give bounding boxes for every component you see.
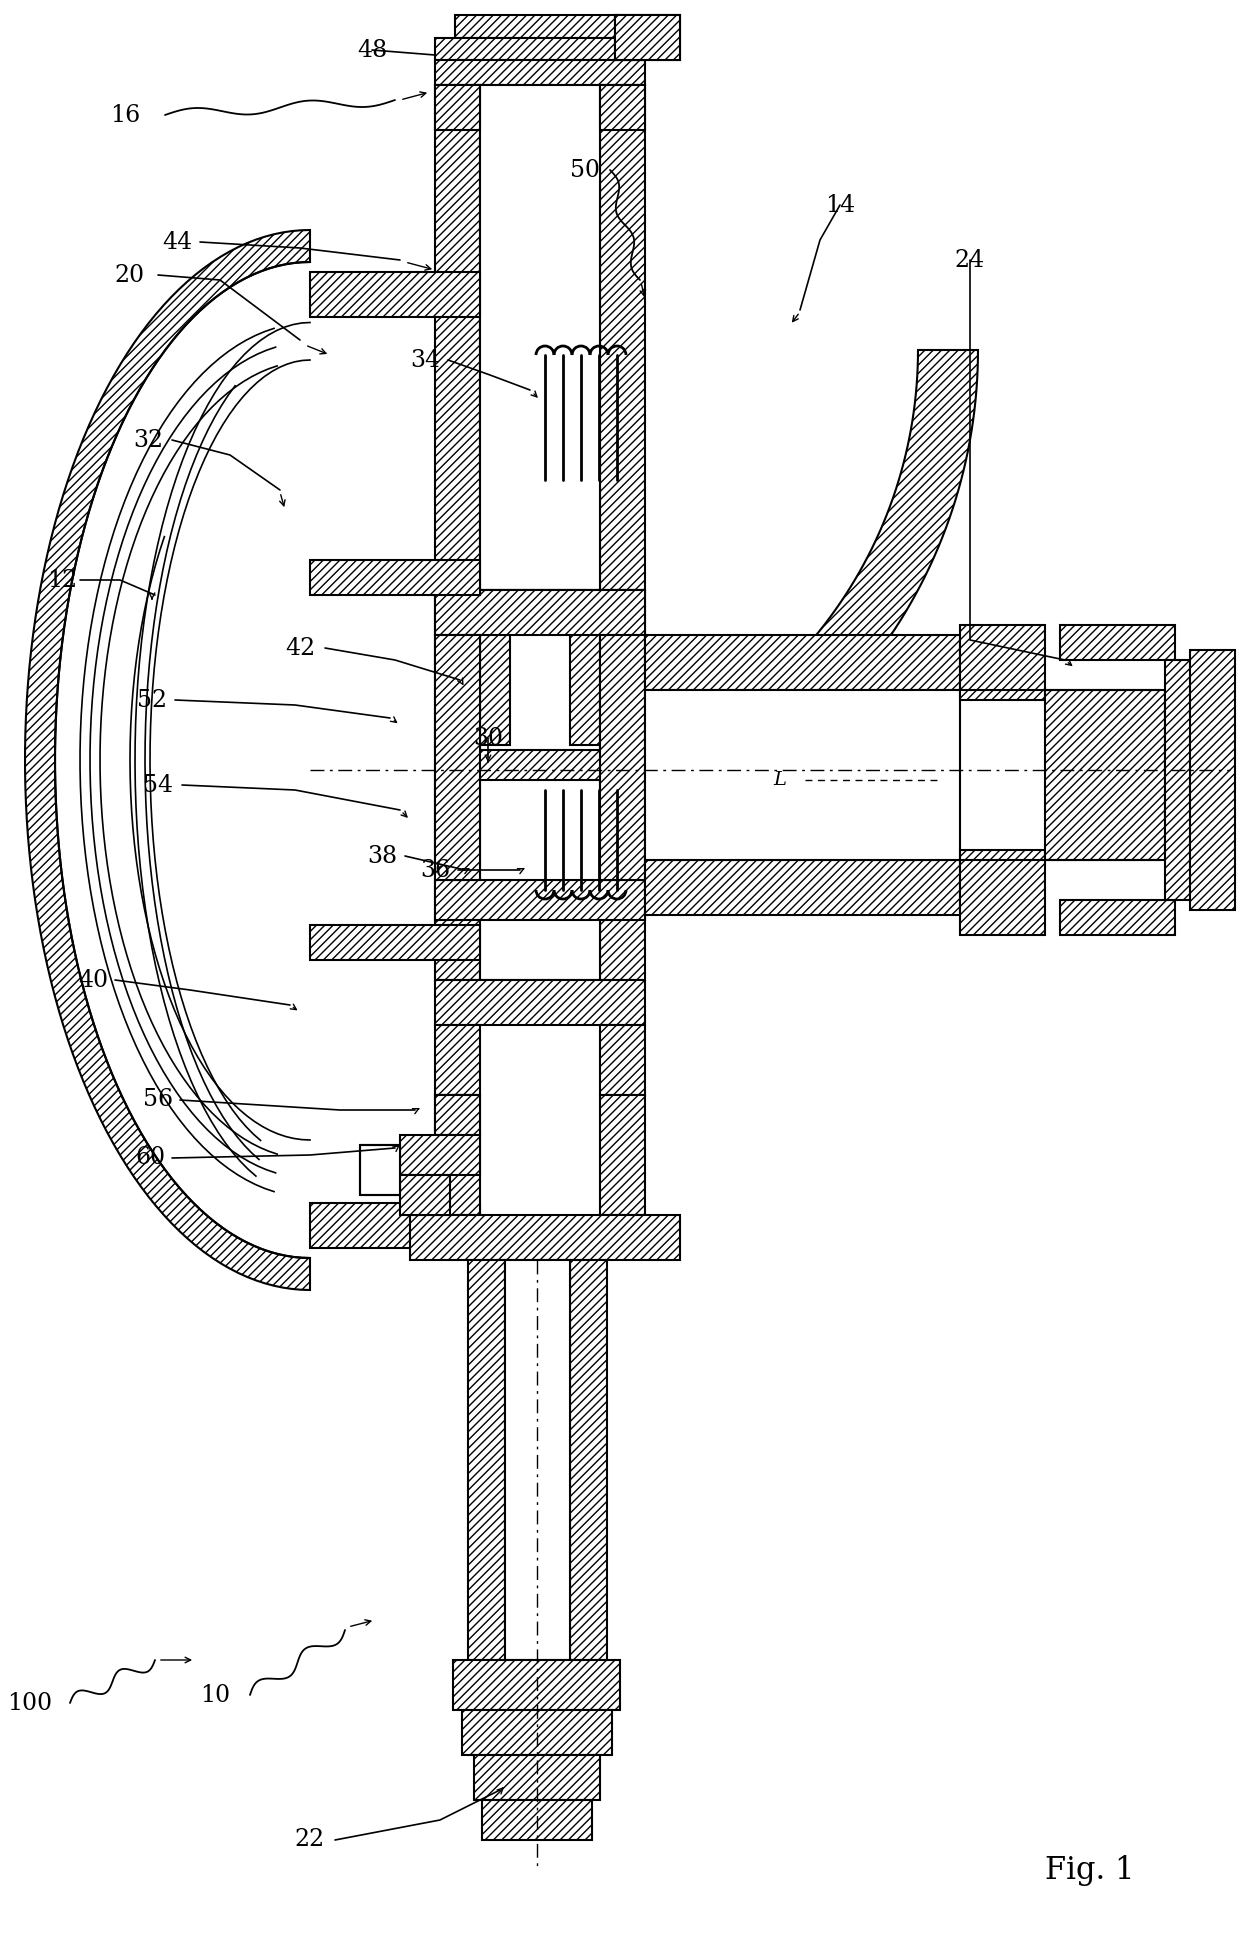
Text: 60: 60: [135, 1147, 165, 1169]
Polygon shape: [435, 85, 480, 130]
Text: 44: 44: [162, 230, 192, 253]
Text: 10: 10: [200, 1683, 231, 1707]
Polygon shape: [455, 15, 620, 39]
Polygon shape: [310, 273, 480, 317]
Polygon shape: [435, 590, 480, 979]
Polygon shape: [435, 880, 645, 919]
Polygon shape: [410, 1215, 680, 1260]
Polygon shape: [435, 85, 480, 590]
Polygon shape: [1190, 650, 1235, 909]
Polygon shape: [600, 1026, 645, 1095]
Polygon shape: [453, 1660, 620, 1711]
Polygon shape: [474, 1755, 600, 1800]
Polygon shape: [435, 1095, 480, 1136]
Polygon shape: [435, 60, 645, 85]
Text: 100: 100: [7, 1691, 52, 1714]
Polygon shape: [401, 1136, 480, 1175]
Polygon shape: [463, 1711, 613, 1755]
Text: 12: 12: [47, 569, 77, 592]
Polygon shape: [1060, 900, 1176, 935]
Text: 14: 14: [825, 194, 856, 217]
Polygon shape: [570, 1260, 608, 1660]
Polygon shape: [1166, 660, 1210, 900]
Polygon shape: [480, 594, 510, 745]
Polygon shape: [480, 85, 600, 590]
Text: 20: 20: [115, 263, 145, 286]
Text: 22: 22: [295, 1829, 325, 1852]
Polygon shape: [615, 15, 680, 60]
Polygon shape: [435, 635, 480, 880]
Polygon shape: [467, 1260, 505, 1660]
Polygon shape: [615, 15, 680, 60]
Polygon shape: [645, 691, 960, 859]
Text: 42: 42: [285, 637, 315, 660]
Polygon shape: [600, 85, 645, 130]
Text: 32: 32: [133, 428, 164, 451]
Polygon shape: [505, 1260, 570, 1660]
Polygon shape: [25, 230, 310, 1291]
Text: 36: 36: [420, 859, 450, 882]
Text: 40: 40: [78, 969, 108, 991]
Polygon shape: [600, 590, 645, 979]
Polygon shape: [1060, 625, 1176, 660]
Polygon shape: [480, 590, 600, 760]
Text: 52: 52: [136, 689, 167, 712]
Polygon shape: [435, 979, 645, 1026]
Polygon shape: [435, 1026, 480, 1095]
Text: 54: 54: [143, 774, 174, 797]
Polygon shape: [401, 1175, 450, 1215]
Text: 56: 56: [143, 1089, 174, 1111]
Text: 24: 24: [955, 248, 985, 271]
Polygon shape: [645, 859, 960, 915]
Text: 16: 16: [110, 103, 140, 126]
Polygon shape: [460, 751, 630, 780]
Polygon shape: [482, 1800, 591, 1840]
Polygon shape: [600, 1095, 645, 1215]
Text: 34: 34: [410, 348, 440, 372]
Polygon shape: [570, 594, 600, 745]
Polygon shape: [467, 350, 978, 859]
Polygon shape: [645, 635, 960, 691]
Polygon shape: [310, 925, 480, 960]
Text: 50: 50: [570, 159, 600, 182]
Polygon shape: [960, 849, 1045, 935]
Text: 38: 38: [367, 844, 397, 867]
Polygon shape: [435, 590, 645, 635]
Polygon shape: [960, 625, 1045, 700]
Polygon shape: [600, 85, 645, 590]
Polygon shape: [600, 635, 645, 880]
Polygon shape: [310, 559, 480, 594]
Polygon shape: [360, 1146, 401, 1196]
Polygon shape: [480, 760, 600, 979]
Polygon shape: [310, 1202, 480, 1248]
Polygon shape: [435, 39, 640, 60]
Polygon shape: [435, 1095, 480, 1215]
Polygon shape: [1045, 691, 1166, 859]
Text: Fig. 1: Fig. 1: [1045, 1854, 1135, 1885]
Text: 48: 48: [357, 39, 387, 62]
Text: 30: 30: [472, 726, 503, 749]
Text: L: L: [774, 770, 786, 789]
